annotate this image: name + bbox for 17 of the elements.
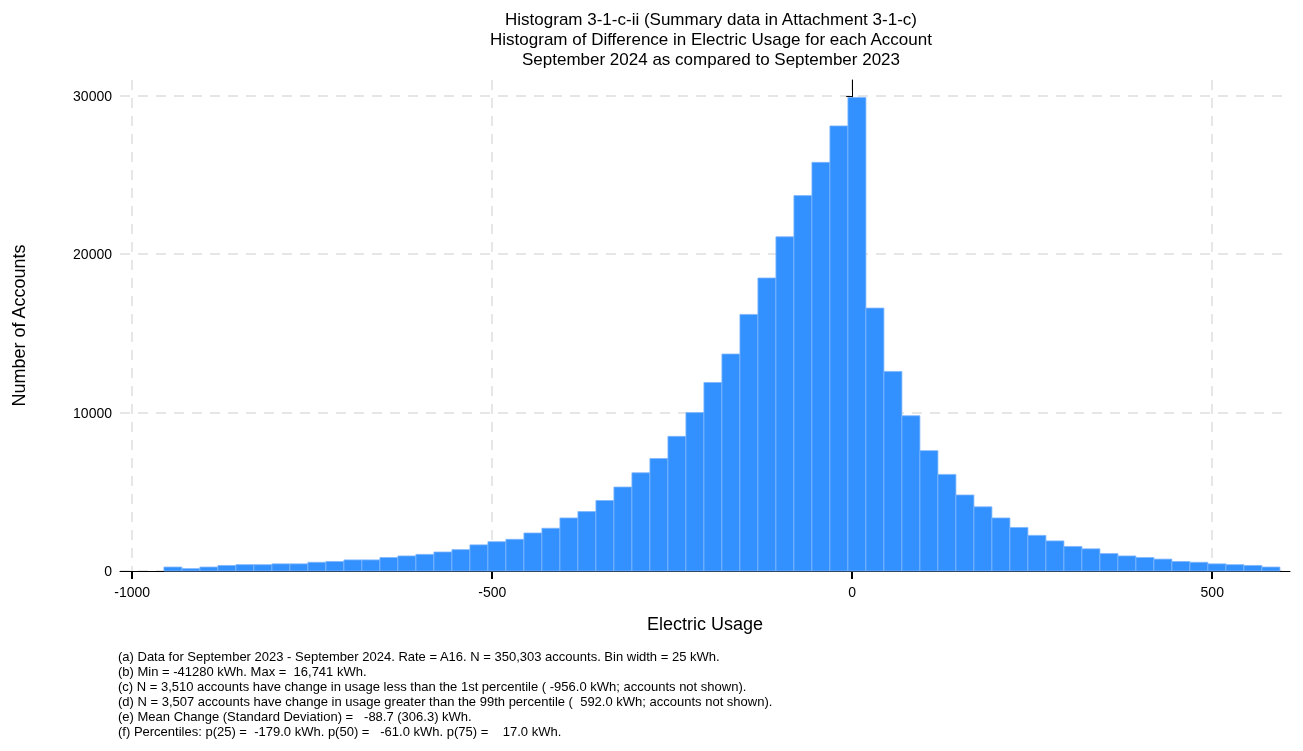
- x-tick-label: -1000: [114, 584, 151, 600]
- y-tick-label: 30000: [73, 87, 113, 104]
- text: (a) Data for September 2023 - September 2024. Rate = A16. N = 350,303 accounts. Bin width = 25 kWh.: [118, 649, 720, 664]
- text: (d) N = 3,507 accounts have change in usage greater than the 99th percentile ( 592.0 kWh; accounts not shown).: [118, 694, 773, 709]
- text: (b) Min = -41280 kWh. Max = 16,741 kWh.: [118, 664, 367, 679]
- x-axis-title: Electric Usage: [646, 614, 764, 634]
- y-tick-label: 20000: [73, 246, 113, 263]
- text: (c) N = 3,510 accounts have change in usage less than the 1st percentile ( -956.0 kWh; accounts not shown).: [118, 679, 747, 694]
- text: (e) Mean Change (Standard Deviation) = -88.7 (306.3) kWh.: [118, 709, 472, 724]
- y-axis-title: Number of Accounts: [9, 244, 29, 407]
- x-tick-label: 0: [848, 584, 857, 600]
- x-tick-label: -500: [478, 584, 507, 600]
- chart-title: Histogram 3-1-c-ii (Summary data in Attachment 3-1-c) Histogram of Difference in Electric Usage for each Account September 2024 as compared to September 2023: [490, 9, 933, 69]
- y-tick-label: 0: [104, 563, 113, 579]
- x-tick-label: 500: [1200, 584, 1225, 600]
- text: (f) Percentiles: p(25) = -179.0 kWh. p(50) = -61.0 kWh. p(75) = 17.0 kWh.: [118, 724, 562, 739]
- y-tick-label: 10000: [73, 404, 113, 421]
